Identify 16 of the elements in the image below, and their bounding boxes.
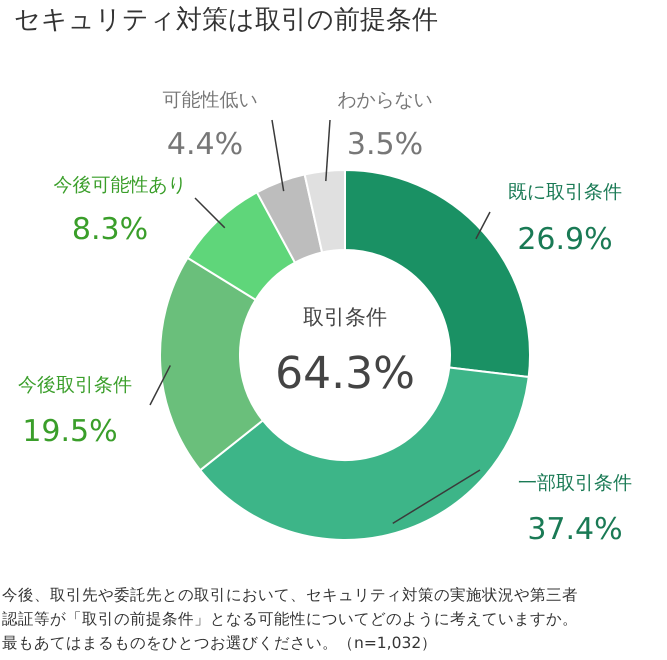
data-label: 3.5% [346,127,424,162]
text: 取引条件 [303,305,387,329]
data-label: 19.5% [22,414,118,449]
data-label: 37.4% [527,512,623,547]
slice-label: わからない [338,89,432,111]
slice-label: 可能性低い [162,89,258,111]
text: 今後、取引先や委託先との取引において、セキュリティ対策の実施状況や第三者認証等が「取引の前提条件」となる可能性についてどのように考えていますか。最もあてはまるものをひとつお選びください。（n=1,032） [2,586,578,652]
data-label: 4.4% [166,127,244,162]
data-label: 8.3% [72,212,148,247]
slice-label: 既に取引条件 [508,181,622,203]
slice-label: 一部取引条件 [518,472,632,494]
chart-title: セキュリティ対策は取引の前提条件 [14,5,438,35]
slice-label: 今後可能性あり [54,174,186,196]
data-label: 26.9% [517,222,613,257]
text: 64.3% [275,348,415,399]
slice-label: 今後取引条件 [18,374,132,396]
